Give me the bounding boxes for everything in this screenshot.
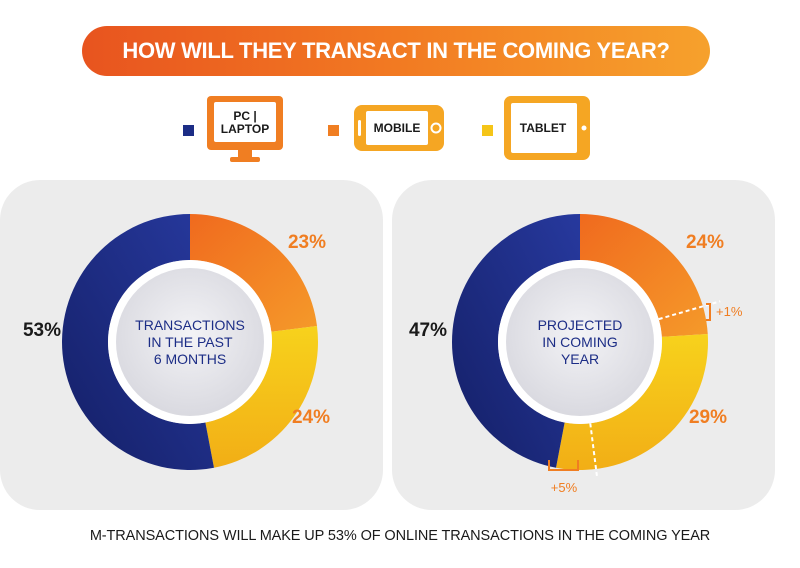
legend-label-tablet: TABLET xyxy=(519,121,567,135)
monitor-icon xyxy=(207,96,283,162)
donut-1-value-label: 47% xyxy=(409,320,447,341)
donut-1-slice-pc-laptop xyxy=(451,214,580,468)
annotation-bracket xyxy=(706,303,711,321)
annotation-divider-line xyxy=(589,423,599,480)
donut-1-slice-mobile xyxy=(580,214,708,337)
donut-1-center-label-line: YEAR xyxy=(561,351,599,367)
footer-note: M-TRANSACTIONS WILL MAKE UP 53% OF ONLIN… xyxy=(89,528,711,544)
legend-label-pc-line1: PC | xyxy=(233,109,257,123)
donut-0-value-label: 53% xyxy=(23,320,61,341)
donut-1-value-label: 24% xyxy=(686,232,724,253)
donut-0-slice-mobile xyxy=(190,214,317,332)
donut-0-center-label-line: IN THE PAST xyxy=(147,334,233,350)
tablet-icon xyxy=(504,96,590,160)
donut-0-slice-tablet xyxy=(205,325,319,468)
annotation-bracket xyxy=(548,460,579,471)
smartphone-icon xyxy=(354,105,444,151)
legend-swatch-tablet xyxy=(482,125,493,136)
donut-1-value-label: 29% xyxy=(689,407,727,428)
legend-label-pc-line2: LAPTOP xyxy=(220,122,270,136)
donut-0-center-disk xyxy=(116,268,264,416)
donut-1-center-label-line: PROJECTED xyxy=(538,317,623,333)
title-banner: HOW WILL THEY TRANSACT IN THE COMING YEA… xyxy=(82,26,710,76)
donut-0-value-label: 23% xyxy=(288,232,326,253)
legend-swatch-pc xyxy=(183,125,194,136)
donut-1-center-label-line: IN COMING xyxy=(542,334,617,350)
donut-1-center-disk xyxy=(506,268,654,416)
annotation-divider-line xyxy=(658,300,721,321)
donut-1-slice-tablet xyxy=(556,333,708,471)
legend-label-pc: PC | LAPTOP xyxy=(214,110,276,136)
annotation-label: +1% xyxy=(716,304,743,319)
donut-0-value-label: 24% xyxy=(292,407,330,428)
annotation-label: +5% xyxy=(551,480,578,495)
page-title: HOW WILL THEY TRANSACT IN THE COMING YEA… xyxy=(122,38,670,63)
legend-swatch-mobile xyxy=(328,125,339,136)
donut-0-center-label-line: 6 MONTHS xyxy=(154,351,226,367)
donut-0-center-label-line: TRANSACTIONS xyxy=(135,317,245,333)
donut-0-slice-pc-laptop xyxy=(61,214,214,470)
legend-label-mobile: MOBILE xyxy=(373,121,421,135)
